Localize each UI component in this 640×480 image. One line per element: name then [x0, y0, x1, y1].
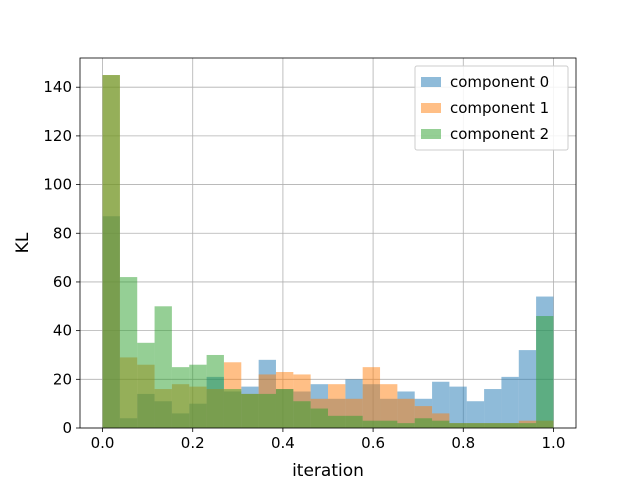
x-tick-label: 0.2 [181, 434, 205, 452]
legend-label-1: component 1 [450, 99, 549, 117]
bar-series-2 [345, 415, 363, 428]
bar-series-2 [102, 75, 120, 428]
bar-series-2 [137, 342, 155, 428]
y-tick-label: 140 [43, 78, 72, 96]
x-tick-label: 0.6 [361, 434, 385, 452]
plot-frame [79, 57, 577, 429]
y-tick-label: 20 [53, 370, 72, 388]
bar-series-2 [414, 418, 433, 428]
x-tick-label: 0.0 [91, 434, 115, 452]
bar-series-2 [293, 401, 311, 428]
bar-series-2 [258, 393, 276, 428]
bar-series-2 [119, 277, 138, 428]
bar-series-1 [362, 367, 381, 428]
legend-label-2: component 2 [450, 125, 549, 143]
bar-series-2 [397, 423, 415, 428]
legend-label-0: component 0 [450, 73, 549, 91]
y-axis-label: KL [13, 232, 33, 253]
bar-series-0 [501, 376, 519, 428]
x-axis-label: iteration [292, 461, 364, 480]
bars [102, 75, 554, 428]
bar-series-2 [223, 389, 242, 428]
legend-box [414, 65, 569, 151]
bar-series-0 [449, 386, 467, 428]
bar-series-1 [397, 398, 415, 428]
bar-series-2 [275, 389, 294, 428]
legend: component 0 component 1 component 2 [414, 65, 569, 151]
bar-series-2 [536, 316, 554, 428]
bar-series-2 [328, 415, 346, 428]
y-tick-label: 120 [43, 127, 72, 145]
bar-series-2 [154, 306, 172, 428]
y-tick-label: 40 [53, 322, 72, 340]
x-tick-label: 1.0 [542, 434, 566, 452]
legend-swatch-1 [421, 103, 441, 113]
bar-series-0 [484, 389, 502, 428]
bar-series-2 [484, 423, 502, 428]
bar-series-0 [518, 350, 537, 428]
bar-series-2 [189, 364, 207, 428]
x-tick-label: 0.4 [271, 434, 295, 452]
bar-series-2 [518, 423, 537, 428]
bar-series-2 [241, 393, 259, 428]
bar-series-2 [380, 420, 398, 428]
legend-swatch-0 [421, 77, 441, 87]
axis-ticks: 0.0 0.2 0.4 0.6 0.8 1.0 0 20 40 60 80 100 120 140 [43, 78, 565, 452]
bar-series-2 [362, 420, 381, 428]
y-tick-label: 0 [62, 419, 72, 437]
y-tick-label: 100 [43, 176, 72, 194]
y-tick-label: 60 [53, 273, 72, 291]
bar-series-2 [206, 354, 224, 428]
x-tick-label: 0.8 [451, 434, 475, 452]
y-tick-label: 80 [53, 224, 72, 242]
bar-series-2 [501, 423, 519, 428]
bar-series-0 [466, 401, 485, 428]
bar-series-1 [380, 384, 398, 428]
bar-series-2 [310, 408, 328, 428]
bar-series-2 [171, 367, 190, 428]
legend-swatch-2 [421, 129, 441, 139]
bar-series-2 [466, 423, 485, 428]
bar-series-2 [432, 420, 450, 428]
bar-series-2 [449, 423, 467, 428]
